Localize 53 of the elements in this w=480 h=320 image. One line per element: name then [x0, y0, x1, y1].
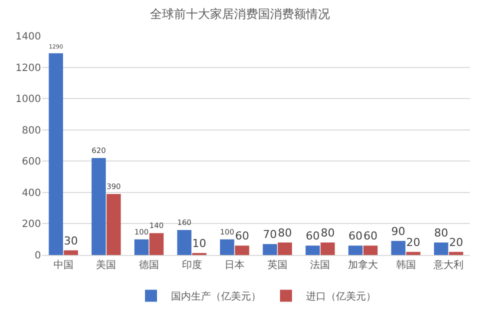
chart-title: 全球前十大家居消费国消费额情况 [150, 7, 330, 21]
bar [92, 158, 106, 255]
y-tick-label: 800 [22, 125, 41, 136]
bar [391, 240, 406, 255]
x-tick-label: 法国 [310, 259, 330, 271]
bar [64, 250, 78, 255]
data-label: 60 [235, 230, 250, 243]
x-tick-label: 中国 [53, 259, 74, 271]
data-label: 60 [306, 230, 320, 243]
bar [177, 230, 192, 255]
bar [434, 242, 448, 255]
bar [306, 246, 320, 255]
data-label: 90 [391, 224, 406, 238]
legend-label: 进口（亿美元） [306, 290, 376, 303]
data-label: 80 [434, 226, 448, 240]
bar [363, 246, 378, 255]
bar [448, 252, 464, 255]
y-tick-label: 1200 [16, 62, 41, 74]
bar [262, 244, 278, 255]
data-label: 80 [278, 226, 292, 240]
data-label: 30 [64, 234, 78, 248]
bar [234, 246, 250, 255]
y-tick-label: 0 [34, 250, 41, 262]
data-label: 60 [348, 230, 363, 243]
data-label: 20 [406, 236, 420, 249]
data-label: 20 [449, 236, 464, 249]
y-tick-label: 1400 [16, 32, 41, 42]
y-tick-label: 400 [22, 188, 41, 199]
y-tick-label: 200 [22, 219, 41, 230]
bar [149, 233, 164, 255]
x-tick-label: 韩国 [396, 259, 416, 271]
data-label: 80 [320, 226, 335, 240]
x-tick-label: 印度 [182, 259, 202, 271]
x-tick-label: 德国 [139, 260, 159, 271]
legend-label: 国内生产（亿美元） [171, 290, 261, 303]
bar [106, 194, 121, 255]
x-tick-label: 美国 [96, 259, 116, 271]
bar [348, 246, 363, 255]
bar [220, 239, 234, 255]
y-tick-label: 600 [22, 156, 41, 168]
bar [406, 252, 420, 255]
y-tick-label: 1000 [16, 94, 41, 106]
x-tick-label: 意大利 [432, 259, 464, 271]
bar [320, 242, 335, 255]
x-tick-label: 英国 [267, 259, 288, 271]
x-tick-label: 加拿大 [348, 259, 378, 271]
bar [278, 242, 292, 255]
x-tick-label: 日本 [224, 259, 245, 271]
data-label: 70 [262, 228, 277, 242]
bar [134, 239, 149, 255]
data-label: 10 [192, 237, 206, 250]
bar [48, 53, 64, 255]
data-label: 60 [363, 230, 378, 243]
